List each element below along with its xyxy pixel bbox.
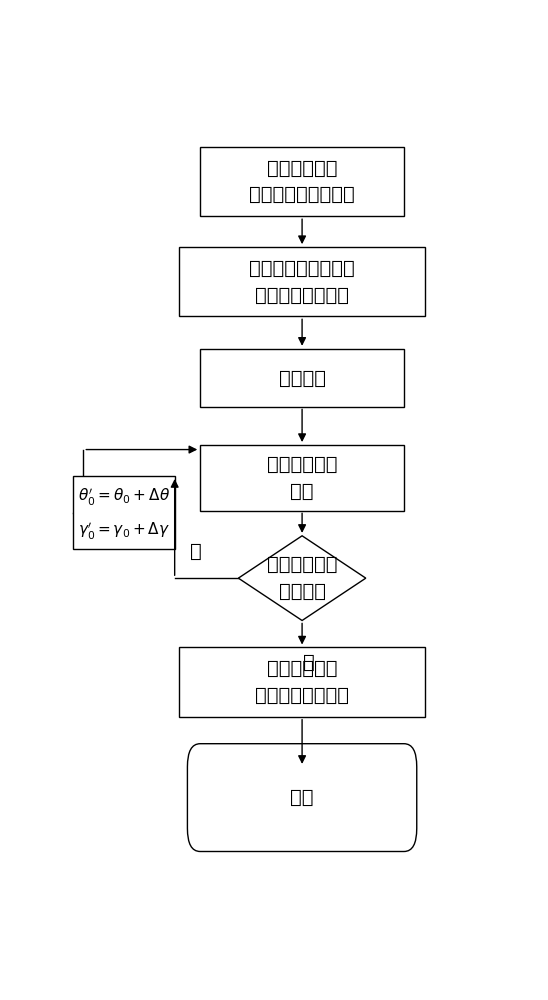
FancyBboxPatch shape [200, 349, 404, 407]
Text: 加速度计组合加速度
输出误差补偿计算: 加速度计组合加速度 输出误差补偿计算 [249, 259, 355, 304]
FancyBboxPatch shape [200, 147, 404, 216]
Text: 是: 是 [302, 653, 315, 672]
FancyBboxPatch shape [179, 247, 425, 316]
Text: 误差系数偏差
计算: 误差系数偏差 计算 [267, 455, 338, 501]
FancyBboxPatch shape [187, 744, 417, 852]
FancyBboxPatch shape [179, 647, 425, 717]
FancyBboxPatch shape [200, 445, 404, 511]
Text: $\gamma_0^{\prime} = \gamma_0 + \Delta\gamma$: $\gamma_0^{\prime} = \gamma_0 + \Delta\g… [78, 521, 170, 542]
Text: $\theta_0^{\prime} = \theta_0 + \Delta\theta$: $\theta_0^{\prime} = \theta_0 + \Delta\t… [78, 487, 170, 508]
Text: 结束: 结束 [290, 788, 314, 807]
Text: 初始对准: 初始对准 [278, 368, 326, 387]
Text: 计算次数是否
达到十次: 计算次数是否 达到十次 [267, 555, 338, 601]
Polygon shape [238, 536, 366, 620]
FancyBboxPatch shape [73, 476, 175, 549]
Text: 加速度计组合
误差系数计算输出: 加速度计组合 误差系数计算输出 [255, 659, 349, 705]
Text: 否: 否 [190, 542, 202, 561]
Text: 加速度计组合
脉冲数输出频率计算: 加速度计组合 脉冲数输出频率计算 [249, 159, 355, 204]
